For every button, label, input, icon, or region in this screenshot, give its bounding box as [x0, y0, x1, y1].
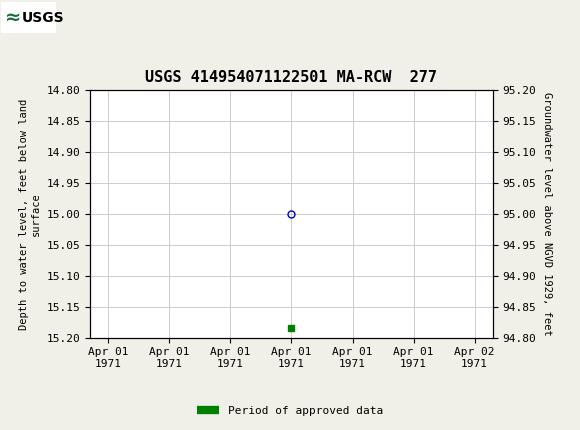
Text: ≈: ≈	[5, 8, 21, 27]
Bar	[1, 2, 56, 34]
Y-axis label: Depth to water level, feet below land
surface: Depth to water level, feet below land su…	[19, 98, 41, 329]
Title: USGS 414954071122501 MA-RCW  277: USGS 414954071122501 MA-RCW 277	[146, 70, 437, 85]
Text: ≈USGS: ≈USGS	[4, 10, 53, 23]
Y-axis label: Groundwater level above NGVD 1929, feet: Groundwater level above NGVD 1929, feet	[542, 92, 552, 336]
Bar	[1, 2, 56, 34]
Legend: Period of approved data: Period of approved data	[193, 401, 387, 420]
Text: USGS: USGS	[22, 11, 64, 25]
